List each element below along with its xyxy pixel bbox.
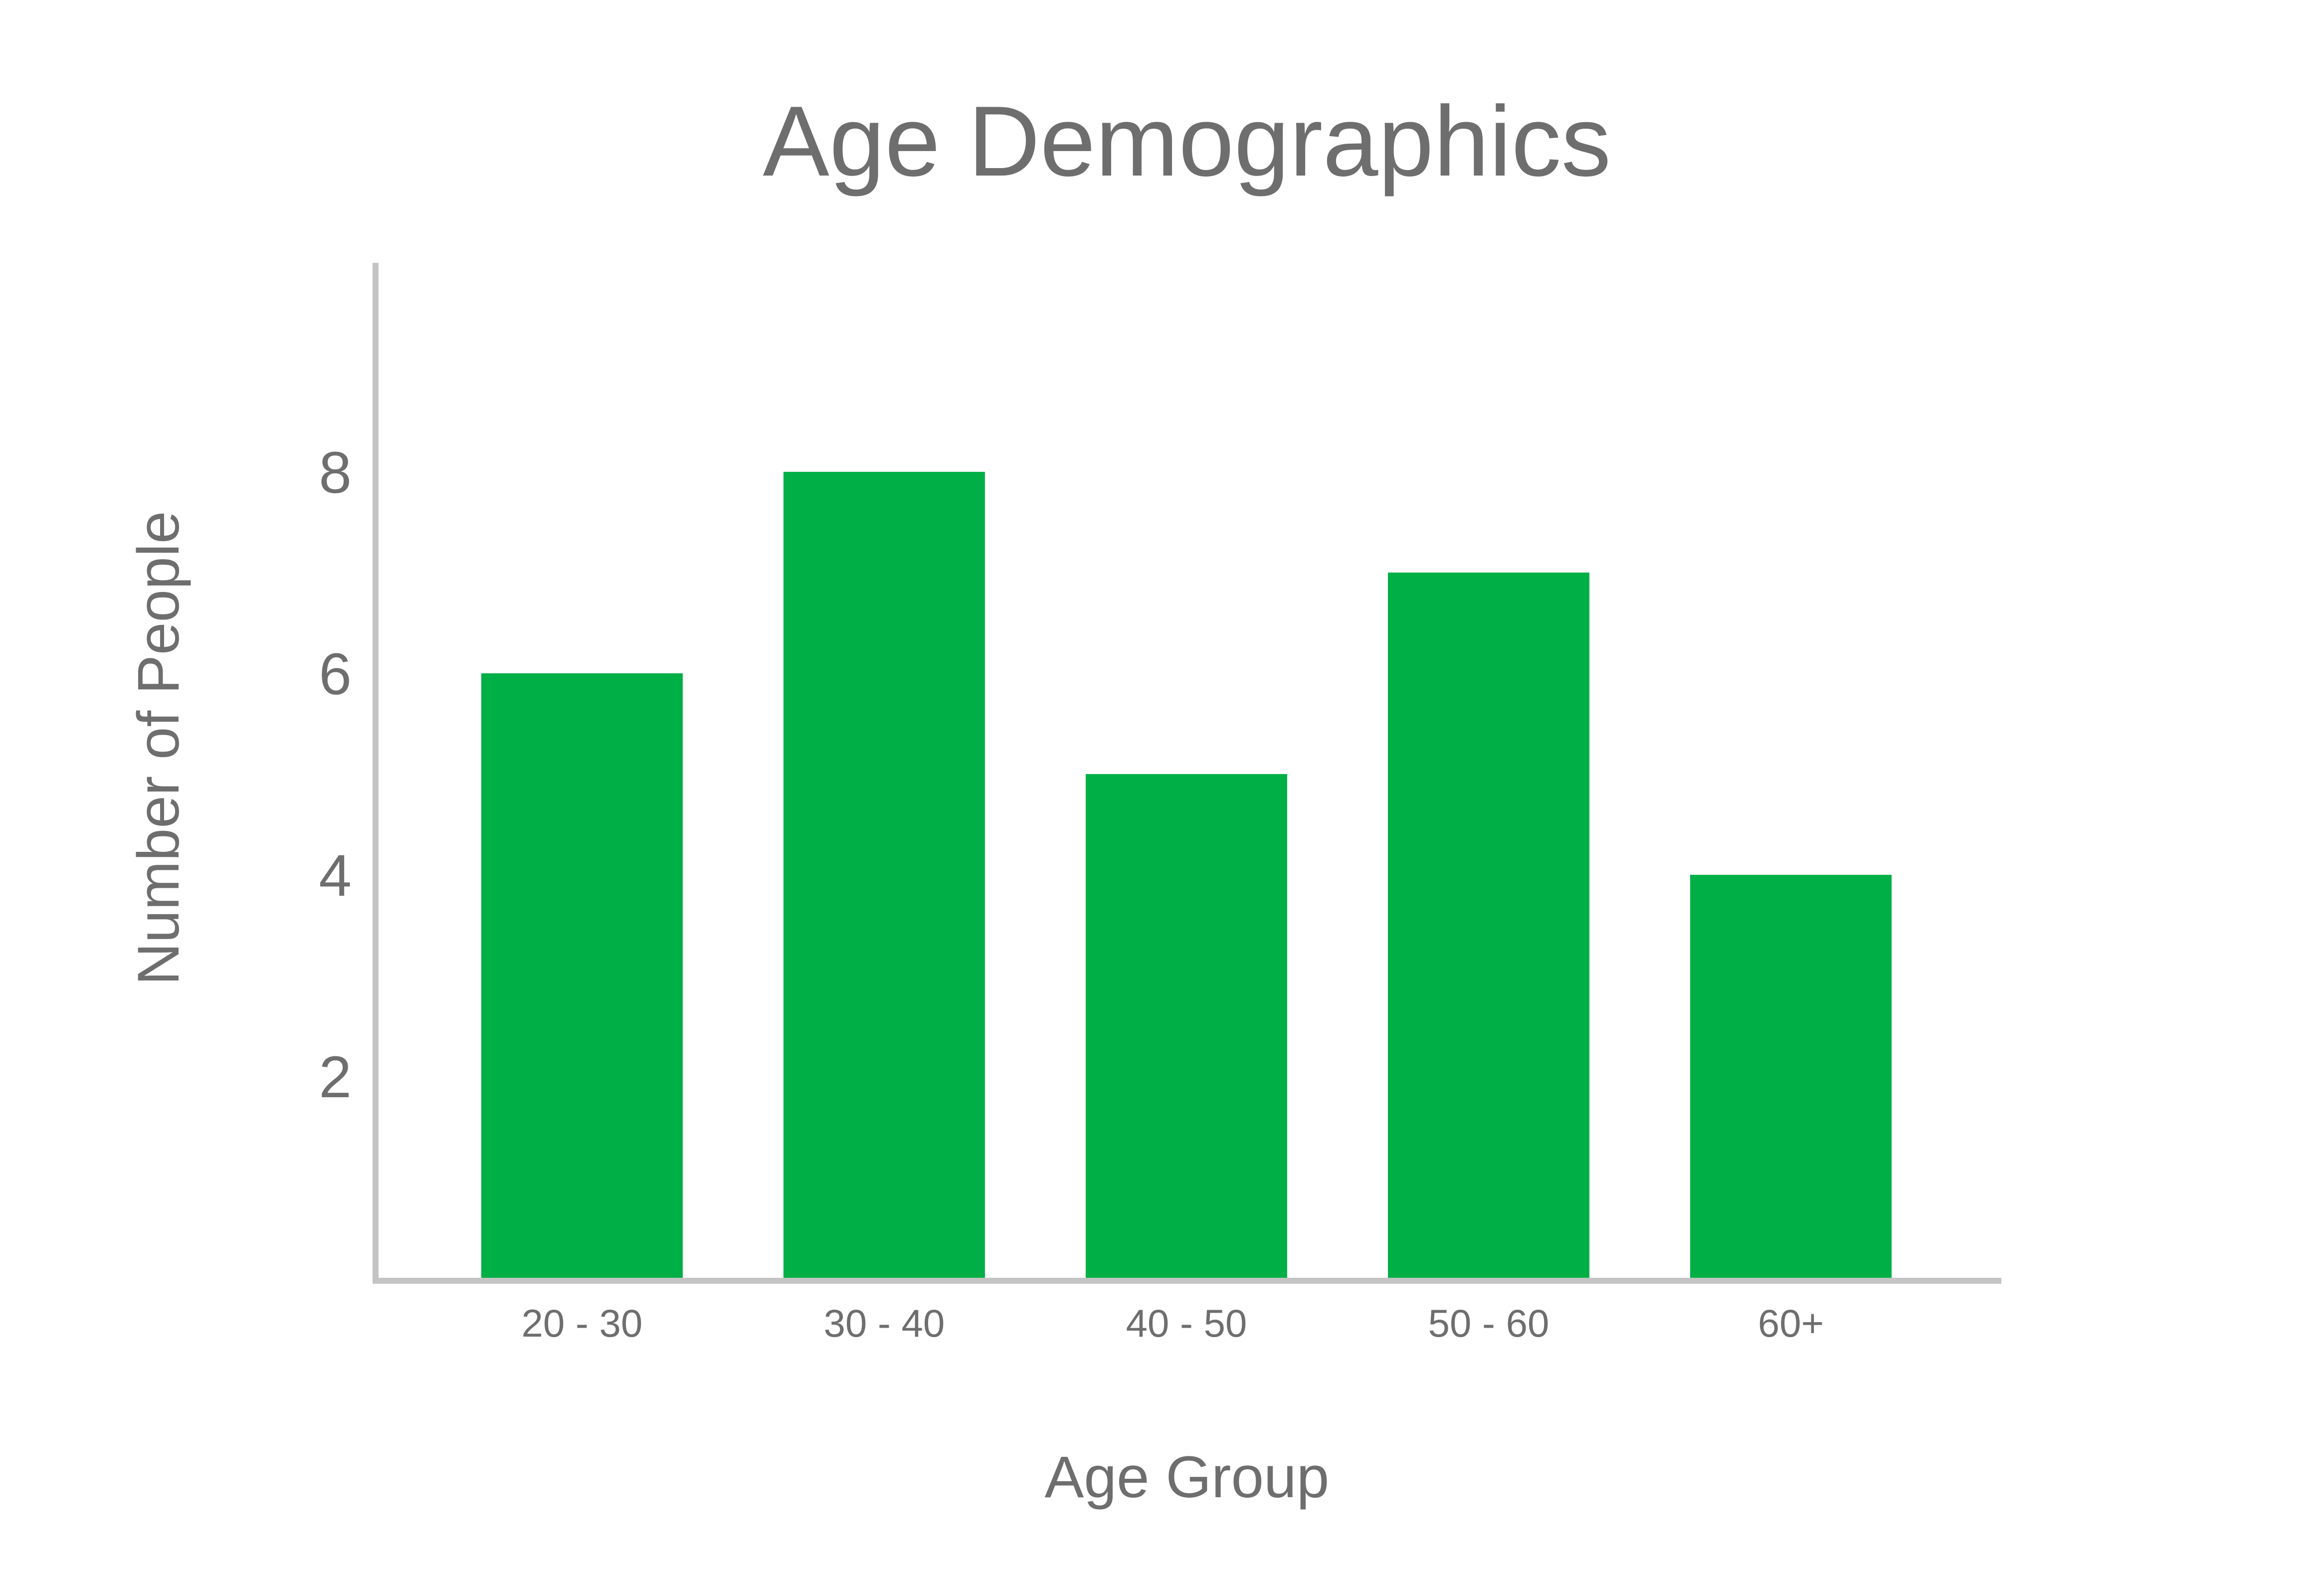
bar-1 bbox=[783, 472, 985, 1278]
x-axis-ticks: 20 - 30 30 - 40 40 - 50 50 - 60 60+ bbox=[522, 1301, 1824, 1345]
y-tick-label: 8 bbox=[319, 440, 352, 506]
chart-title: Age Demographics bbox=[763, 86, 1611, 197]
y-tick-label: 2 bbox=[319, 1044, 352, 1110]
y-axis-title: Number of People bbox=[126, 511, 192, 985]
x-tick-label: 40 - 50 bbox=[1126, 1301, 1247, 1345]
y-tick-label: 6 bbox=[319, 641, 352, 707]
x-tick-label: 30 - 40 bbox=[824, 1301, 945, 1345]
x-tick-label: 20 - 30 bbox=[522, 1301, 643, 1345]
x-tick-label: 50 - 60 bbox=[1428, 1301, 1549, 1345]
bar-3 bbox=[1388, 573, 1589, 1278]
x-axis-title: Age Group bbox=[1045, 1444, 1330, 1510]
bar-4 bbox=[1690, 875, 1892, 1278]
bars bbox=[481, 472, 1892, 1278]
y-axis-ticks: 2 4 6 8 bbox=[319, 440, 352, 1110]
x-tick-label: 60+ bbox=[1758, 1301, 1824, 1345]
bar-0 bbox=[481, 673, 683, 1278]
y-tick-label: 4 bbox=[319, 843, 352, 909]
bar-2 bbox=[1086, 774, 1287, 1278]
